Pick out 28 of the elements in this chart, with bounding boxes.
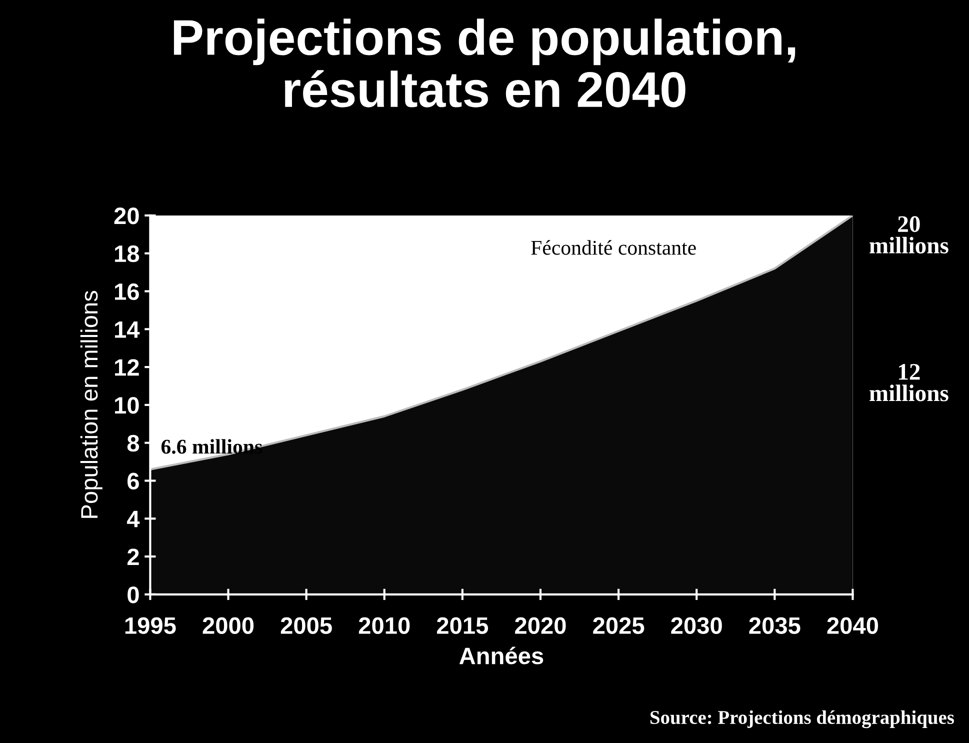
- x-tick-label: 2015: [436, 617, 488, 634]
- x-tick-label: 2020: [515, 617, 566, 634]
- y-tick-label: 14: [115, 321, 140, 338]
- source-note: Source: Projections démographiques: [650, 710, 954, 728]
- y-axis-title: Population en millions: [80, 290, 102, 518]
- x-tick-label: 2035: [749, 617, 800, 634]
- y-tick-label: 4: [127, 510, 140, 528]
- x-tick-label: 1995: [125, 617, 176, 634]
- y-tick-label: 0: [128, 586, 139, 604]
- text: 20 millions: [870, 216, 948, 254]
- y-tick-label: 20: [114, 208, 139, 224]
- x-tick-label: 2005: [280, 617, 332, 634]
- y-tick-label: 18: [115, 245, 140, 262]
- y-tick-label: 2: [127, 548, 139, 566]
- chart-title: Projections de population, résultats en 2040: [174, 18, 796, 108]
- x-tick-label: 2040: [827, 617, 878, 634]
- y-tick-label: 10: [115, 397, 139, 414]
- text: 12 millions: [870, 364, 948, 402]
- y-tick-label: 8: [127, 434, 140, 452]
- x-tick-label: 2025: [593, 617, 644, 634]
- text: Fécondité constante: [531, 240, 696, 255]
- x-tick-label: 2010: [358, 617, 410, 634]
- y-tick-label: 16: [115, 283, 139, 300]
- x-axis-title: Années: [459, 646, 544, 664]
- y-tick-label: 12: [115, 359, 139, 376]
- y-tick-label: 6: [128, 472, 139, 490]
- x-tick-label: 2000: [202, 617, 254, 634]
- x-tick-label: 2030: [671, 617, 722, 634]
